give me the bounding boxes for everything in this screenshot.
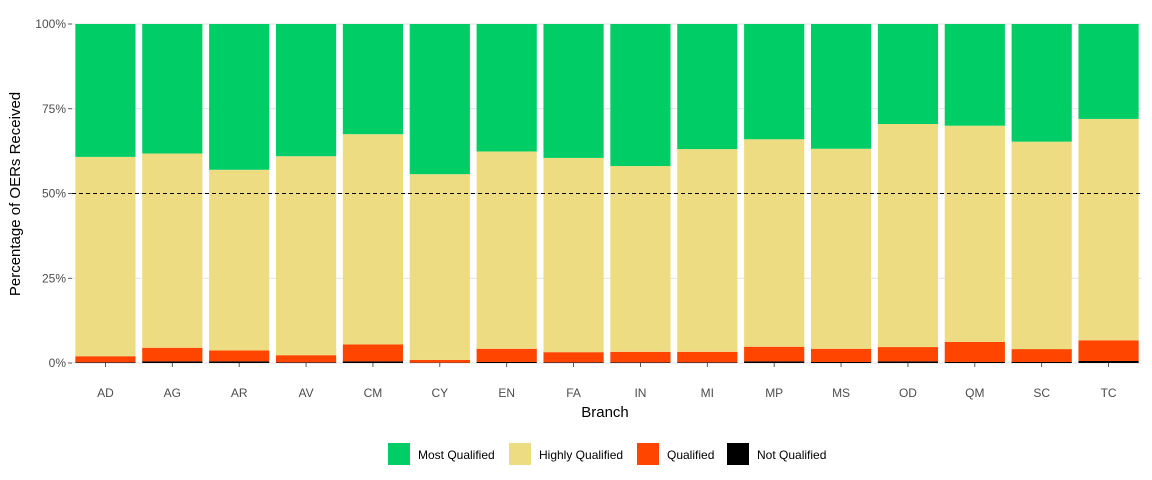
- bar-segment-qualified: [944, 341, 1005, 362]
- x-tick-label: AV: [299, 386, 314, 400]
- bar-segment-highly-qualified: [209, 169, 270, 351]
- bar-segment-qualified: [476, 348, 537, 362]
- x-tick-label: AG: [164, 386, 181, 400]
- bar-segment-not-qualified: [677, 362, 738, 363]
- bar-segment-not-qualified: [744, 361, 805, 363]
- legend-key: [388, 443, 410, 465]
- x-tick-label: SC: [1033, 386, 1050, 400]
- bar-segment-most-qualified: [75, 24, 136, 157]
- bar-segment-not-qualified: [342, 361, 404, 363]
- x-tick-label: CM: [364, 386, 383, 400]
- bar-segment-most-qualified: [810, 24, 872, 149]
- x-tick-label: MI: [701, 386, 714, 400]
- bar-segment-highly-qualified: [342, 134, 404, 345]
- x-tick-label: FA: [566, 386, 581, 400]
- bar-segment-highly-qualified: [677, 149, 738, 352]
- bar-segment-most-qualified: [543, 24, 604, 158]
- bar-segment-qualified: [677, 351, 738, 363]
- bar-segment-most-qualified: [476, 24, 537, 152]
- bar-segment-highly-qualified: [75, 156, 136, 357]
- bar-segment-highly-qualified: [543, 157, 604, 353]
- bar-segment-highly-qualified: [610, 166, 671, 352]
- x-axis-title: Branch: [581, 404, 629, 421]
- bar-segment-most-qualified: [275, 24, 337, 157]
- bar-segment-most-qualified: [677, 24, 738, 150]
- bar-segment-not-qualified: [476, 361, 537, 363]
- y-tick-label: 75%: [42, 102, 66, 116]
- x-tick-label: AR: [231, 386, 248, 400]
- bar-segment-highly-qualified: [1078, 118, 1139, 341]
- x-tick-label: CY: [431, 386, 448, 400]
- bar-segment-most-qualified: [610, 24, 671, 167]
- bar-segment-highly-qualified: [744, 139, 805, 347]
- bar-segment-highly-qualified: [409, 174, 470, 360]
- bar-segment-most-qualified: [744, 24, 805, 140]
- bar-segment-highly-qualified: [944, 125, 1005, 342]
- bar-segment-qualified: [810, 348, 872, 362]
- bar-segment-not-qualified: [610, 362, 671, 363]
- bar-segment-not-qualified: [209, 361, 270, 363]
- bar-segment-highly-qualified: [275, 156, 337, 356]
- bar-segment-qualified: [75, 356, 136, 363]
- bar-segment-not-qualified: [810, 361, 872, 363]
- bar-segment-qualified: [543, 352, 604, 363]
- x-tick-label: MS: [832, 386, 850, 400]
- y-tick-label: 0%: [49, 356, 67, 370]
- bar-segment-qualified: [409, 359, 470, 363]
- bar-segment-qualified: [209, 350, 270, 362]
- legend-label: Highly Qualified: [539, 448, 623, 462]
- bar-segment-most-qualified: [1078, 24, 1139, 119]
- bar-segment-most-qualified: [209, 24, 270, 170]
- bars: [75, 24, 1139, 363]
- x-tick-label: TC: [1101, 386, 1117, 400]
- bar-segment-most-qualified: [1011, 24, 1072, 142]
- legend-key: [509, 443, 531, 465]
- bar-segment-qualified: [342, 344, 404, 362]
- x-tick-label: MP: [765, 386, 783, 400]
- bar-segment-highly-qualified: [476, 151, 537, 349]
- bar-segment-highly-qualified: [142, 153, 203, 348]
- bar-segment-most-qualified: [142, 24, 203, 154]
- bar-segment-most-qualified: [877, 24, 939, 125]
- bar-segment-not-qualified: [142, 361, 203, 363]
- x-tick-label: AD: [97, 386, 114, 400]
- y-axis-title: Percentage of OERs Received: [7, 92, 24, 296]
- bar-segment-qualified: [1078, 340, 1139, 361]
- bar-segment-qualified: [275, 355, 337, 363]
- y-tick-label: 100%: [35, 17, 66, 31]
- bar-segment-highly-qualified: [877, 124, 939, 348]
- x-tick-label: EN: [498, 386, 515, 400]
- bar-segment-highly-qualified: [810, 148, 872, 349]
- x-tick-label: QM: [965, 386, 984, 400]
- bar-segment-qualified: [877, 347, 939, 362]
- bar-segment-highly-qualified: [1011, 141, 1072, 350]
- bar-segment-not-qualified: [275, 362, 337, 363]
- bar-segment-most-qualified: [409, 24, 470, 175]
- bar-segment-qualified: [744, 346, 805, 362]
- y-tick-label: 25%: [42, 271, 66, 285]
- legend-key: [727, 443, 749, 465]
- x-axis-ticks: AD AG AR AV CM CY EN FA IN MI MP MS OD QM SC TC: [97, 363, 1117, 400]
- legend-label: Most Qualified: [418, 448, 495, 462]
- bar-segment-not-qualified: [543, 362, 604, 363]
- bar-segment-qualified: [142, 347, 203, 362]
- bar-segment-qualified: [1011, 349, 1072, 362]
- bar-segment-not-qualified: [75, 362, 136, 363]
- legend-label: Not Qualified: [757, 448, 826, 462]
- bar-segment-not-qualified: [944, 361, 1005, 363]
- legend-label: Qualified: [667, 448, 714, 462]
- bar-segment-most-qualified: [944, 24, 1005, 126]
- y-tick-label: 50%: [42, 187, 66, 201]
- bar-segment-most-qualified: [342, 24, 404, 135]
- bar-segment-not-qualified: [877, 361, 939, 363]
- x-tick-label: IN: [634, 386, 646, 400]
- legend: Most Qualified Highly Qualified Qualified N…: [388, 443, 826, 465]
- y-axis-ticks: 0% 25% 50% 75% 100%: [35, 17, 72, 370]
- legend-key: [637, 443, 659, 465]
- bar-segment-not-qualified: [1011, 361, 1072, 363]
- bar-segment-not-qualified: [1078, 360, 1139, 363]
- x-tick-label: OD: [899, 386, 917, 400]
- bar-segment-qualified: [610, 351, 671, 363]
